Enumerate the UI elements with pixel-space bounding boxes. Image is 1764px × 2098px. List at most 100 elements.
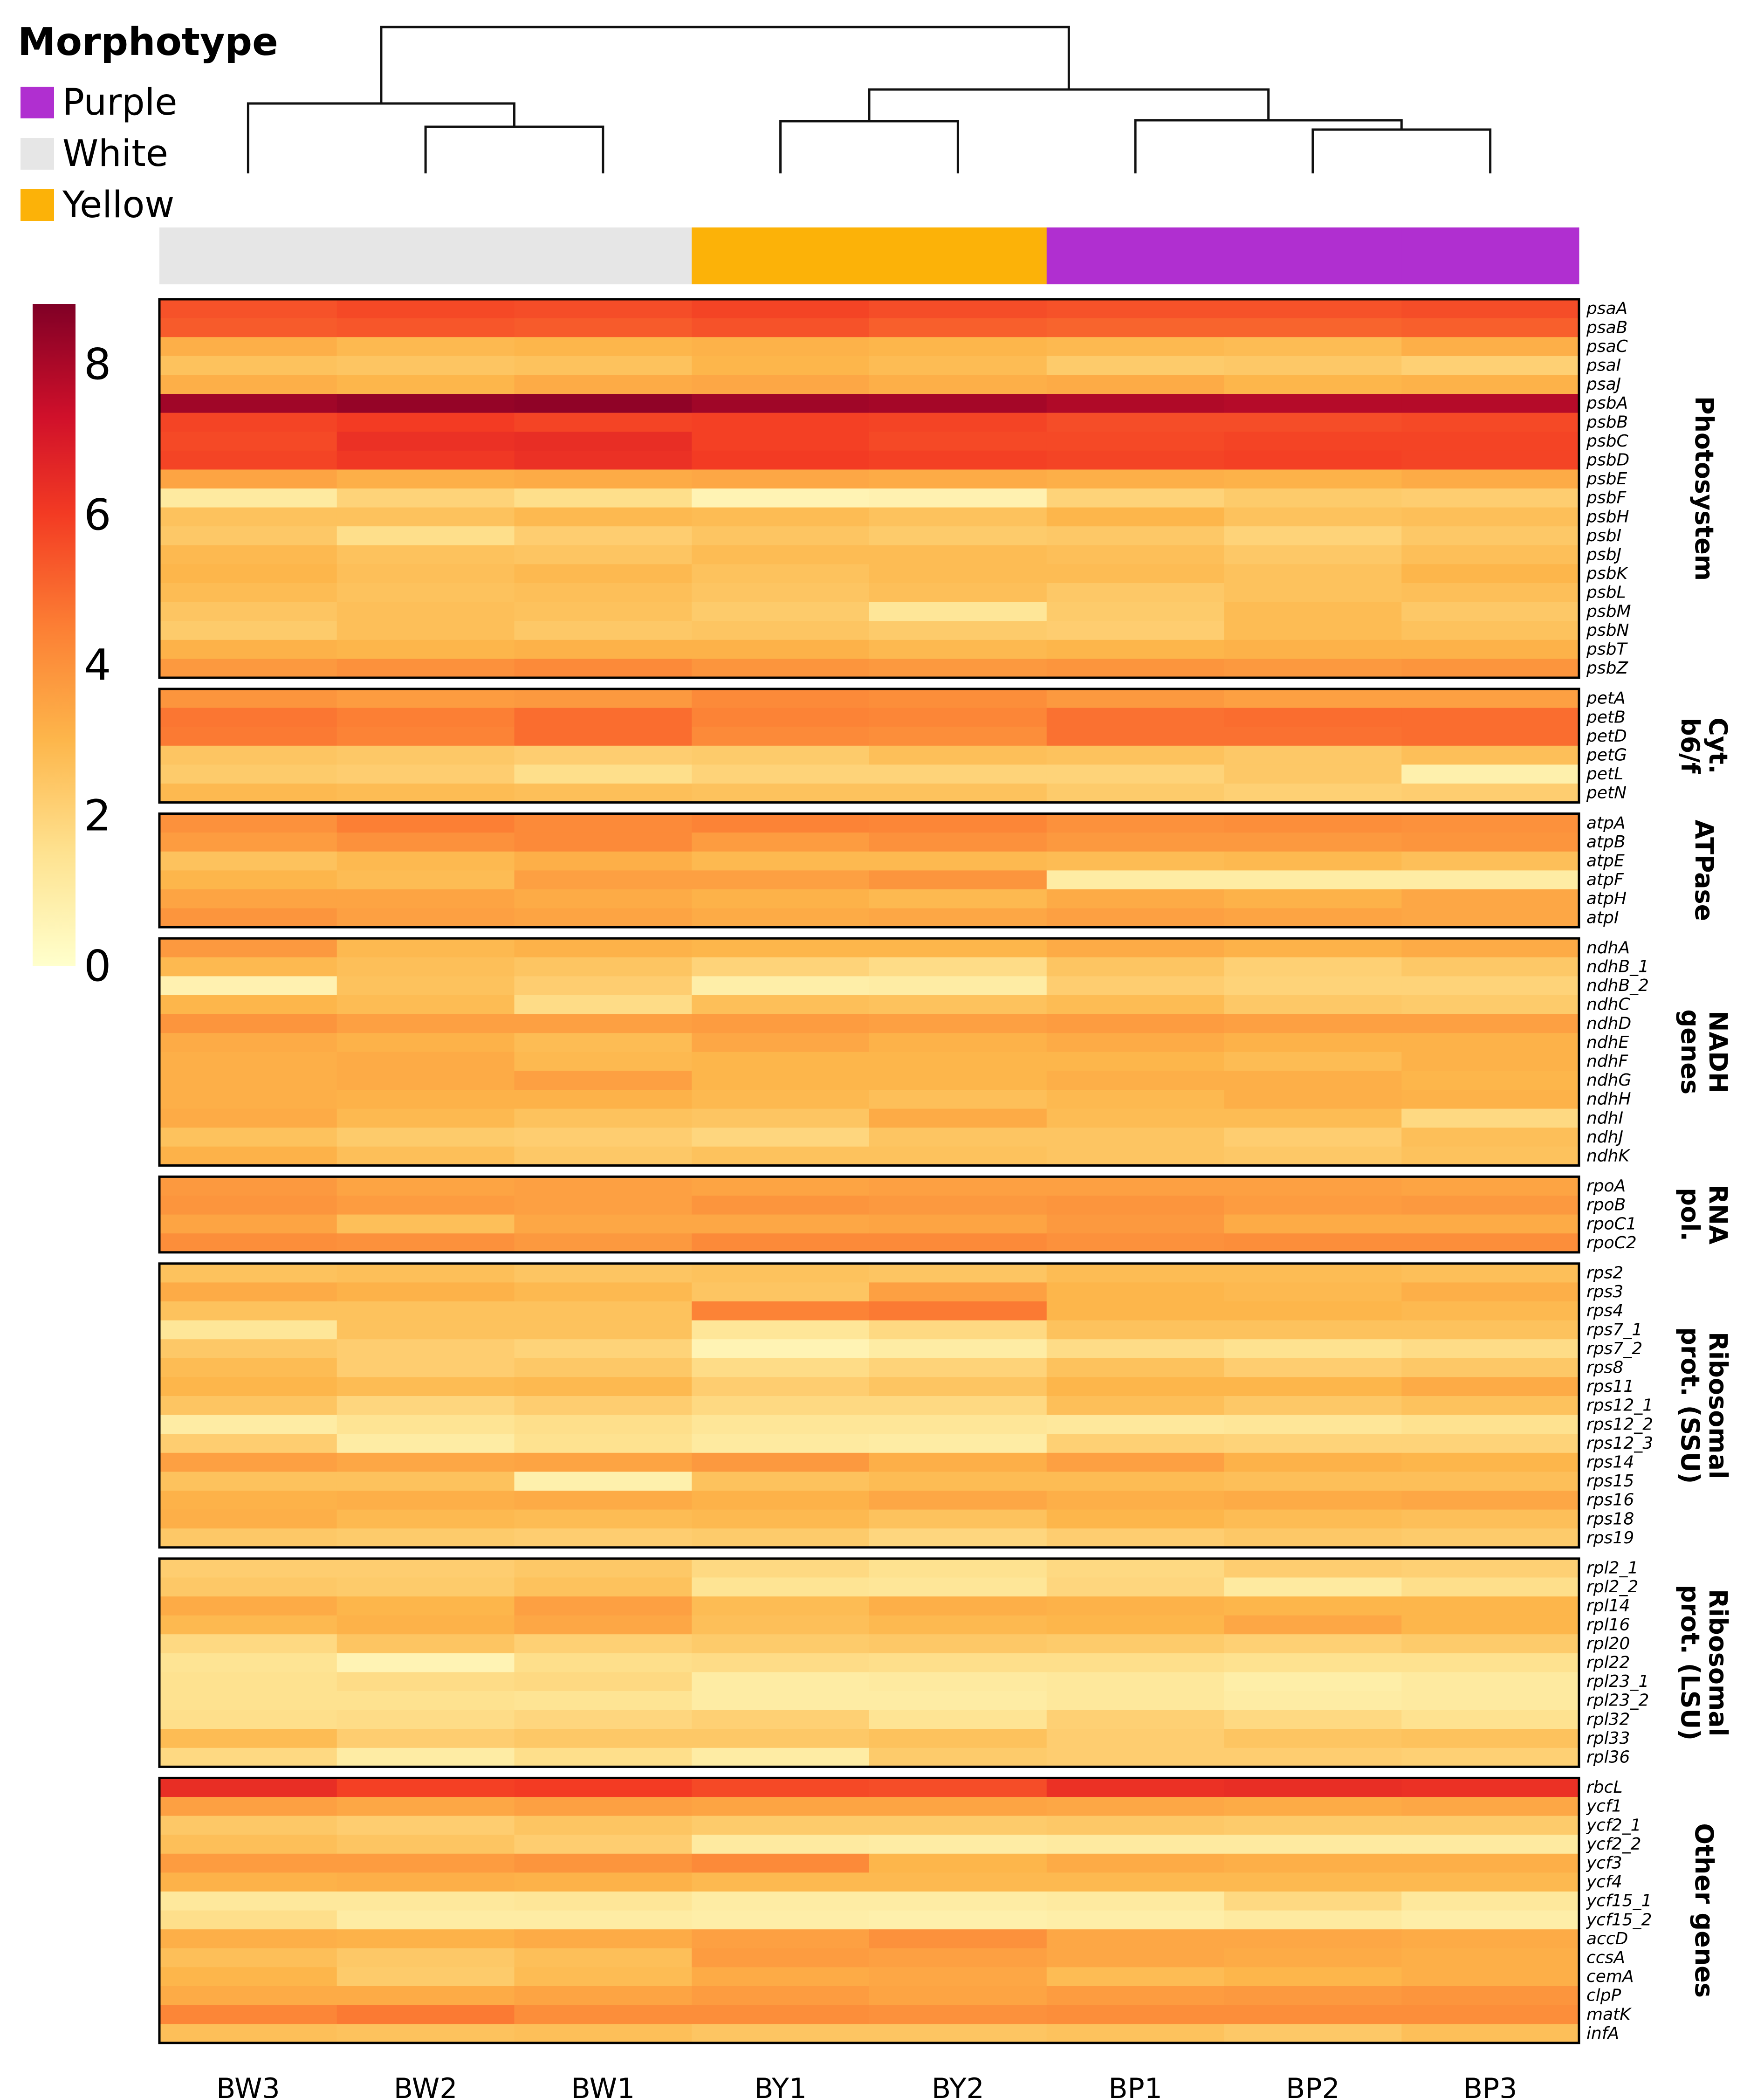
heatmap-cell xyxy=(869,1491,1047,1510)
heatmap-cell xyxy=(869,1339,1047,1359)
heatmap-cell xyxy=(1046,1320,1225,1340)
heatmap-cell xyxy=(1224,640,1402,659)
heatmap-cell xyxy=(514,1816,692,1835)
heatmap-cell xyxy=(1224,1396,1402,1416)
sample-label-by1: BY1 xyxy=(754,2072,807,2098)
heatmap-cell xyxy=(1401,1071,1579,1090)
heatmap-cell xyxy=(514,1320,692,1340)
gene-label: ycf15_2 xyxy=(1586,1910,1652,1929)
heatmap-cell xyxy=(692,1452,870,1472)
gene-label: petL xyxy=(1586,764,1623,784)
heatmap-cell xyxy=(514,432,692,451)
gene-label: cemA xyxy=(1586,1967,1634,1986)
heatmap-cell xyxy=(514,1528,692,1548)
heatmap-cell xyxy=(1401,1033,1579,1052)
gene-group-label: ATPase xyxy=(1689,820,1719,922)
gene-label: ndhK xyxy=(1586,1146,1630,1165)
heatmap-cell xyxy=(1401,1778,1579,1797)
heatmap-cell xyxy=(336,1339,515,1359)
heatmap-cell xyxy=(1224,813,1402,833)
heatmap-cell xyxy=(1046,469,1225,489)
heatmap-cell xyxy=(336,1653,515,1672)
heatmap-cell xyxy=(159,870,337,890)
heatmap-cell xyxy=(514,1128,692,1147)
heatmap-cell xyxy=(692,1396,870,1416)
heatmap-cell xyxy=(1401,507,1579,527)
heatmap-cell xyxy=(336,640,515,659)
heatmap-cell xyxy=(159,1596,337,1616)
heatmap-cell xyxy=(869,507,1047,527)
heatmap-cell xyxy=(159,832,337,852)
heatmap-cell xyxy=(336,1282,515,1302)
heatmap-cell xyxy=(1401,583,1579,603)
heatmap-cell xyxy=(336,938,515,958)
gene-label: psbK xyxy=(1586,564,1628,583)
heatmap-cell xyxy=(869,1014,1047,1033)
heatmap-cell xyxy=(336,1472,515,1491)
colorbar-gradient xyxy=(33,304,76,966)
heatmap-cell xyxy=(1224,1128,1402,1147)
colorbar-tick-label: 4 xyxy=(84,640,111,690)
heatmap-cell xyxy=(869,450,1047,470)
heatmap-cell xyxy=(159,1853,337,1873)
heatmap-cell xyxy=(514,602,692,621)
heatmap-cell xyxy=(1224,1301,1402,1321)
heatmap-cell xyxy=(869,1301,1047,1321)
heatmap-cell xyxy=(1401,1263,1579,1283)
heatmap-cell xyxy=(336,1729,515,1748)
heatmap-cell xyxy=(692,1472,870,1491)
heatmap-cell xyxy=(1224,659,1402,678)
heatmap-cell xyxy=(869,938,1047,958)
heatmap-cell xyxy=(514,318,692,337)
heatmap-cell xyxy=(1046,784,1225,803)
heatmap-cell xyxy=(1224,469,1402,489)
heatmap-cell xyxy=(336,318,515,337)
heatmap-cell xyxy=(1046,938,1225,958)
heatmap-cell xyxy=(1224,507,1402,527)
heatmap-cell xyxy=(1401,450,1579,470)
heatmap-cell xyxy=(336,1196,515,1215)
heatmap-cell xyxy=(336,908,515,928)
heatmap-cell xyxy=(1401,889,1579,909)
heatmap-cell xyxy=(1224,745,1402,765)
heatmap-cell xyxy=(692,870,870,890)
heatmap-cell xyxy=(869,1472,1047,1491)
heatmap-cell xyxy=(336,1747,515,1767)
heatmap-cell xyxy=(692,1128,870,1147)
heatmap-cell xyxy=(692,689,870,709)
heatmap-cell xyxy=(1224,1452,1402,1472)
heatmap-cell xyxy=(869,488,1047,508)
dendrogram-branch-bp2-bp3 xyxy=(1311,128,1492,173)
gene-label: clpP xyxy=(1586,1986,1621,2005)
heatmap-cell xyxy=(692,583,870,603)
gene-label: atpA xyxy=(1586,813,1626,832)
gene-label: atpE xyxy=(1586,851,1625,870)
heatmap-cell xyxy=(869,1615,1047,1635)
heatmap-cell xyxy=(1401,689,1579,709)
heatmap-cell xyxy=(869,1214,1047,1234)
heatmap-cell xyxy=(869,469,1047,489)
heatmap-cell xyxy=(514,1033,692,1052)
heatmap-cell xyxy=(1046,1071,1225,1090)
heatmap-cell xyxy=(514,1176,692,1196)
gene-label: rps3 xyxy=(1586,1282,1623,1301)
gene-label: psbZ xyxy=(1586,659,1628,678)
heatmap-cell xyxy=(159,2005,337,2024)
heatmap-cell xyxy=(869,1320,1047,1340)
heatmap-cell xyxy=(1401,1929,1579,1949)
heatmap-cell xyxy=(159,1233,337,1253)
heatmap-cell xyxy=(692,1214,870,1234)
heatmap-cell xyxy=(1401,1434,1579,1453)
heatmap-cell xyxy=(159,1014,337,1033)
heatmap-cell xyxy=(336,1434,515,1453)
heatmap-cell xyxy=(336,1396,515,1416)
gene-label: petA xyxy=(1586,689,1626,708)
heatmap-cell xyxy=(514,413,692,432)
heatmap-cell xyxy=(1224,432,1402,451)
heatmap-cell xyxy=(159,1948,337,1967)
heatmap-cell xyxy=(336,413,515,432)
heatmap-cell xyxy=(1046,1948,1225,1967)
heatmap-cell xyxy=(692,299,870,319)
heatmap-cell xyxy=(514,1615,692,1635)
heatmap-cell xyxy=(1224,1071,1402,1090)
